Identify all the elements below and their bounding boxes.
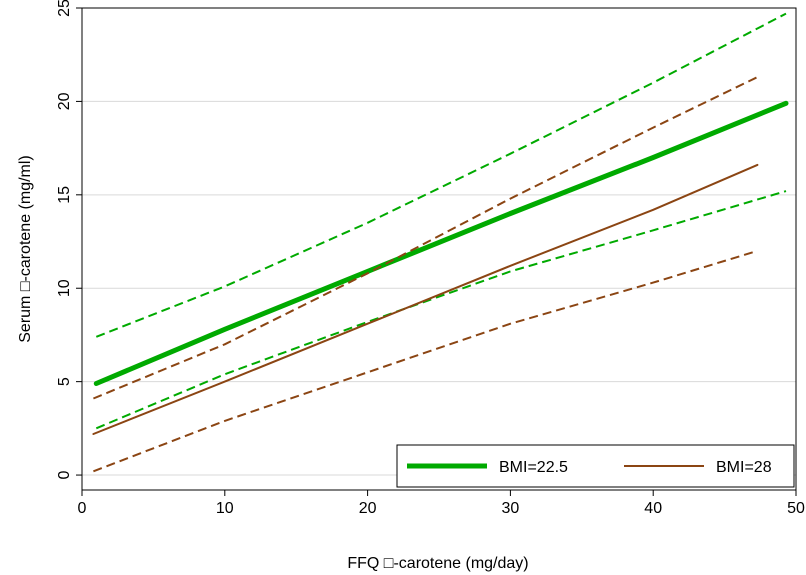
x-tick-label: 50	[787, 500, 805, 517]
series-lines	[92, 12, 789, 473]
series-line-4	[93, 76, 758, 400]
y-tick-label: 15	[56, 186, 73, 204]
x-tick-label: 10	[216, 500, 234, 517]
y-tick-label: 20	[56, 92, 73, 110]
series-line-5	[93, 249, 758, 473]
axes: 0 5 10 15 20 25 0 10 20 30 40 50	[56, 0, 805, 517]
series-line-1	[95, 12, 787, 338]
y-tick-label: 10	[56, 279, 73, 297]
series-line-0	[93, 100, 789, 386]
y-tick-label: 5	[56, 377, 73, 386]
x-tick-label: 0	[78, 500, 87, 517]
x-axis-title: FFQ □-carotene (mg/day)	[347, 555, 528, 572]
x-tick-label: 30	[502, 500, 520, 517]
x-tick-label: 40	[644, 500, 662, 517]
x-tick-label: 20	[359, 500, 377, 517]
y-tick-label: 0	[56, 471, 73, 480]
series-line-2	[95, 190, 787, 430]
y-tick-label: 25	[56, 0, 73, 17]
legend-label: BMI=28	[716, 459, 772, 476]
plot-frame	[81, 7, 797, 491]
y-axis-title: Serum □-carotene (mg/ml)	[17, 155, 34, 342]
legend-label: BMI=22.5	[499, 459, 568, 476]
series-line-3	[92, 163, 759, 435]
legend: BMI=22.5 BMI=28	[396, 444, 795, 488]
